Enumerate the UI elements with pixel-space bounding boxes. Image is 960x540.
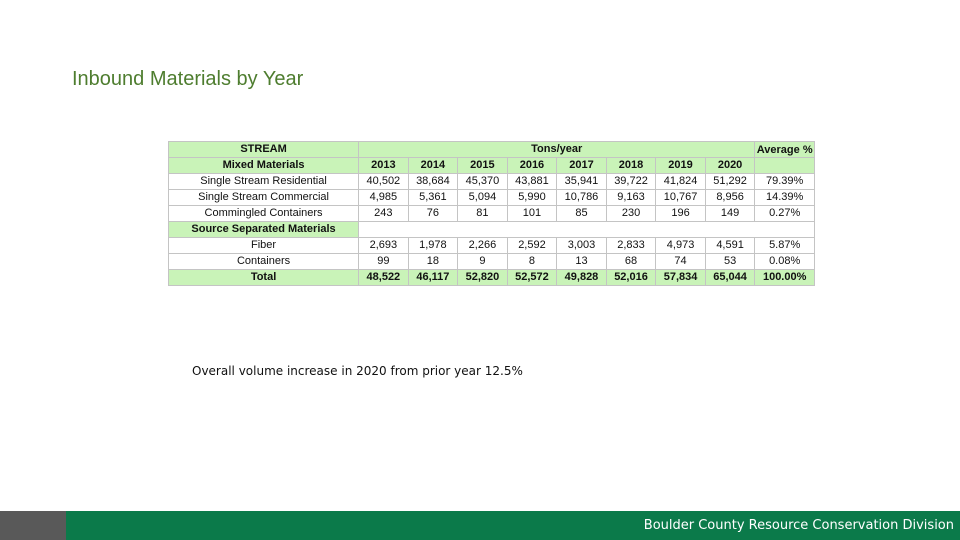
total-row: Total 48,522 46,117 52,820 52,572 49,828 52,01…: [167, 269, 815, 286]
mixed-materials-label: Mixed Materials: [167, 157, 360, 174]
value-cell: 57,834: [655, 269, 706, 286]
value-cell: 8,956: [704, 189, 756, 206]
year-header: 2017: [556, 157, 607, 174]
value-cell: 10,767: [655, 189, 706, 206]
average-cell: 100.00%: [754, 269, 815, 286]
year-header: 2019: [655, 157, 706, 174]
value-cell: 1,978: [407, 237, 459, 254]
year-header: 2018: [605, 157, 657, 174]
value-cell: 74: [655, 253, 706, 270]
value-cell: 43,881: [506, 173, 558, 190]
row-label: Single Stream Residential: [167, 173, 360, 190]
value-cell: 5,990: [506, 189, 558, 206]
value-cell: 53: [704, 253, 756, 270]
inbound-materials-table: STREAM Tons/year Average % Mixed Materia…: [167, 141, 815, 286]
value-cell: 5,094: [457, 189, 508, 206]
year-header: 2020: [704, 157, 756, 174]
value-cell: 52,572: [506, 269, 558, 286]
value-cell: 85: [556, 205, 607, 222]
value-cell: 2,592: [506, 237, 558, 254]
value-cell: 76: [407, 205, 459, 222]
value-cell: 4,973: [655, 237, 706, 254]
value-cell: 45,370: [457, 173, 508, 190]
average-cell: 0.08%: [754, 253, 815, 270]
average-percent-header: Average %: [754, 141, 815, 158]
row-label: Fiber: [167, 237, 360, 254]
section-row: Source Separated Materials: [167, 221, 815, 238]
average-cell: 14.39%: [754, 189, 815, 206]
slide-title: Inbound Materials by Year: [72, 68, 304, 90]
value-cell: 4,591: [704, 237, 756, 254]
row-label: Total: [167, 269, 360, 286]
value-cell: 99: [358, 253, 409, 270]
value-cell: 39,722: [605, 173, 657, 190]
source-separated-label: Source Separated Materials: [167, 221, 360, 238]
value-cell: 149: [704, 205, 756, 222]
average-cell: 5.87%: [754, 237, 815, 254]
value-cell: 5,361: [407, 189, 459, 206]
value-cell: 35,941: [556, 173, 607, 190]
table-row: Commingled Containers 243 76 81 101 85 230 196 1…: [167, 205, 815, 222]
table-row: Fiber 2,693 1,978 2,266 2,592 3,003 2,833 4,973…: [167, 237, 815, 254]
value-cell: 81: [457, 205, 508, 222]
footer-gray-block: [0, 511, 66, 540]
value-cell: 38,684: [407, 173, 459, 190]
value-cell: 3,003: [556, 237, 607, 254]
value-cell: 52,820: [457, 269, 508, 286]
value-cell: 230: [605, 205, 657, 222]
year-header: 2013: [358, 157, 409, 174]
value-cell: 46,117: [407, 269, 459, 286]
average-blank-cell: [754, 157, 815, 174]
value-cell: 9: [457, 253, 508, 270]
value-cell: 48,522: [358, 269, 409, 286]
value-cell: 49,828: [556, 269, 607, 286]
value-cell: 101: [506, 205, 558, 222]
average-cell: 0.27%: [754, 205, 815, 222]
value-cell: 243: [358, 205, 409, 222]
value-cell: 9,163: [605, 189, 657, 206]
value-cell: 40,502: [358, 173, 409, 190]
row-label: Commingled Containers: [167, 205, 360, 222]
table-row: Single Stream Commercial 4,985 5,361 5,094 5…: [167, 189, 815, 206]
table-row: Single Stream Residential 40,502 38,684 45,…: [167, 173, 815, 190]
value-cell: 2,266: [457, 237, 508, 254]
value-cell: 65,044: [704, 269, 756, 286]
average-cell: 79.39%: [754, 173, 815, 190]
value-cell: 196: [655, 205, 706, 222]
section-blank-cell: [358, 221, 815, 238]
value-cell: 2,693: [358, 237, 409, 254]
table-row: Containers 99 18 9 8 13 68 74 53 0.08%: [167, 253, 815, 270]
value-cell: 51,292: [704, 173, 756, 190]
row-label: Single Stream Commercial: [167, 189, 360, 206]
year-header: 2016: [506, 157, 558, 174]
value-cell: 41,824: [655, 173, 706, 190]
footer-bar: [66, 511, 960, 540]
tons-year-header: Tons/year: [358, 141, 756, 158]
value-cell: 13: [556, 253, 607, 270]
value-cell: 2,833: [605, 237, 657, 254]
value-cell: 52,016: [605, 269, 657, 286]
value-cell: 10,786: [556, 189, 607, 206]
value-cell: 18: [407, 253, 459, 270]
year-header: 2014: [407, 157, 459, 174]
organization-name: Boulder County Resource Conservation Div…: [643, 518, 954, 533]
value-cell: 4,985: [358, 189, 409, 206]
stream-header: STREAM: [167, 141, 360, 158]
value-cell: 8: [506, 253, 558, 270]
year-header: 2015: [457, 157, 508, 174]
volume-increase-note: Overall volume increase in 2020 from pri…: [192, 364, 523, 378]
row-label: Containers: [167, 253, 360, 270]
value-cell: 68: [605, 253, 657, 270]
